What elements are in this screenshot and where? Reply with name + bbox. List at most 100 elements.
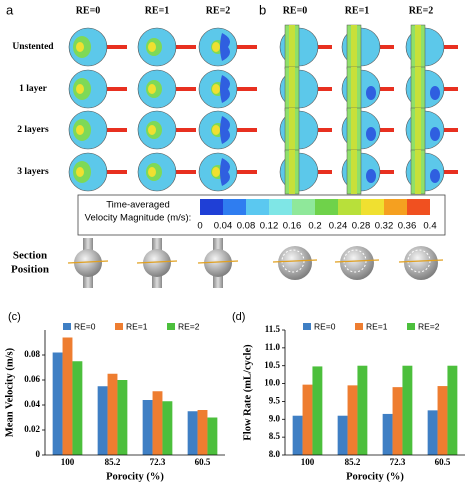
jet-core [148,84,156,94]
low-velocity-zone [220,158,230,186]
y-tick-label: 0.04 [24,399,40,409]
bar [357,365,368,455]
bar [117,380,128,455]
outlet-pipe [310,170,332,174]
row-label: 3 layers [17,167,49,177]
y-tick-label: 8.5 [269,431,281,441]
legend-swatch [407,323,415,330]
outlet-pipe [105,87,127,91]
low-velocity-zone [220,75,230,103]
colorbar-segment [361,199,384,215]
row-label: Unstented [12,42,54,52]
low-velocity-zone [220,116,230,144]
outlet-pipe [310,45,332,49]
section-label: Section [13,250,47,262]
outlet-pipe [105,45,127,49]
low-velocity-zone [366,127,376,141]
legend-swatch [303,323,311,330]
bar [62,337,73,455]
bar [302,384,313,455]
low-velocity-zone [366,86,376,100]
outlet-pipe [372,45,394,49]
y-tick-label: 0.06 [24,374,40,384]
low-velocity-zone [430,86,440,100]
vessel-core [289,108,295,152]
low-velocity-zone [430,169,440,183]
y-tick-label: 0 [36,449,41,459]
vessel-core [351,150,357,194]
legend-label: RE=0 [314,321,336,331]
bar [207,417,218,455]
jet-core [212,84,220,94]
colorbar-segment [315,199,338,215]
y-tick-label: 9.0 [269,413,281,423]
bar [437,386,448,455]
section-line [272,259,318,263]
low-velocity-zone [220,33,230,61]
column-label: RE=0 [283,5,308,16]
outlet-pipe [372,170,394,174]
legend-label: RE=0 [74,321,96,331]
y-tick-label: 11.0 [265,342,281,352]
colorbar-tick-label: 0.36 [398,221,417,232]
legend-swatch [167,323,175,330]
bar [427,410,438,455]
outlet-pipe [174,170,196,174]
outlet-pipe [235,87,257,91]
vessel-core [351,67,357,111]
jet-core [76,42,84,52]
section-label: Position [11,264,49,276]
colorbar-tick-label: 0 [197,221,202,232]
vessel-core [289,25,295,69]
y-tick-label: 10.5 [264,360,280,370]
y-tick-label: 10.0 [264,378,280,388]
legend-label: RE=2 [178,321,200,331]
legend-swatch [355,323,363,330]
x-axis-title: Porocity (%) [106,471,164,482]
y-tick-label: 8.0 [269,449,281,459]
vessel-core [415,150,421,194]
outlet-pipe [372,128,394,132]
y-tick-label: 9.5 [269,395,281,405]
jet-core [76,125,84,135]
section-line [197,260,239,264]
vessel-core [289,150,295,194]
bar [402,365,413,455]
legend-label: RE=2 [418,321,440,331]
bar [197,410,208,455]
aneurysm-model [204,249,232,277]
x-tick-label: 72.3 [150,457,166,467]
colorbar-tick-label: 0.24 [329,221,348,232]
bar [292,415,303,455]
colorbar-tick-label: 0.32 [375,221,394,232]
outlet-pipe [235,170,257,174]
jet-core [148,42,156,52]
vessel-core [351,25,357,69]
legend-label: RE=1 [366,321,388,331]
bar [52,352,63,455]
colorbar-segment [407,199,430,215]
jet-core [148,125,156,135]
outlet-pipe [235,128,257,132]
outlet-pipe [105,128,127,132]
x-tick-label: 100 [61,457,75,467]
low-velocity-zone [366,169,376,183]
jet-core [212,42,220,52]
bar [162,401,173,455]
colorbar-segment [384,199,407,215]
outlet-pipe [310,128,332,132]
colorbar-tick-label: 0.16 [283,221,302,232]
legend-swatch [115,323,123,330]
bar [142,400,153,455]
vessel-core [289,67,295,111]
colorbar-tick-label: 0.28 [352,221,371,232]
jet-core [148,167,156,177]
x-tick-label: 60.5 [435,457,451,467]
bar [107,373,118,455]
legend-label: RE=1 [126,321,148,331]
x-tick-label: 72.3 [390,457,406,467]
bar [382,413,393,455]
bar [347,385,358,455]
y-axis-title: Mean Velocity (m/s) [4,347,15,437]
colorbar-segment [200,199,223,215]
